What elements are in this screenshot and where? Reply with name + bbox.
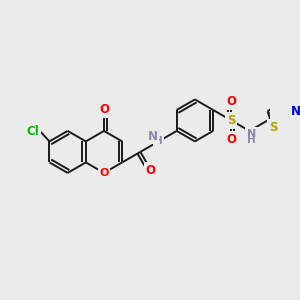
Text: H: H bbox=[154, 136, 163, 146]
Text: N: N bbox=[148, 130, 158, 143]
Text: O: O bbox=[226, 95, 236, 108]
Text: O: O bbox=[99, 168, 109, 178]
Text: O: O bbox=[226, 133, 236, 146]
Text: S: S bbox=[227, 114, 236, 127]
Text: S: S bbox=[269, 121, 277, 134]
Text: N: N bbox=[247, 129, 256, 139]
Text: O: O bbox=[99, 103, 109, 116]
Text: O: O bbox=[146, 164, 156, 177]
Text: Cl: Cl bbox=[27, 125, 40, 139]
Text: H: H bbox=[247, 134, 256, 145]
Text: N: N bbox=[290, 105, 300, 118]
